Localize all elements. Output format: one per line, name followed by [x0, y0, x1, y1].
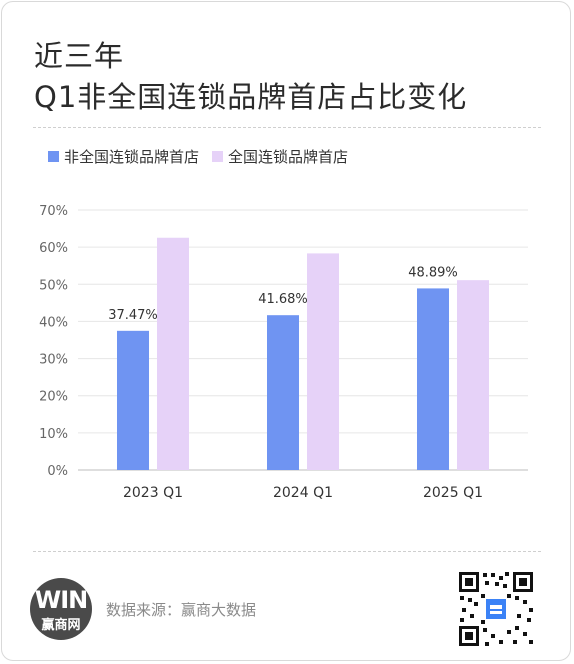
title-line-2: Q1非全国连锁品牌首店占比变化 [34, 80, 468, 114]
bar-national [157, 237, 189, 470]
title-divider [33, 127, 541, 128]
legend-label-national: 全国连锁品牌首店 [228, 148, 349, 166]
x-tick-label: 2025 Q1 [423, 485, 483, 501]
data-label: 48.89% [408, 265, 458, 280]
x-tick-label: 2024 Q1 [273, 485, 333, 501]
logo: WIN 赢商网 [30, 578, 92, 640]
data-label: 41.68% [258, 292, 308, 307]
footer-divider [33, 551, 541, 552]
bar-national [307, 253, 339, 470]
chart-title: 近三年 Q1非全国连锁品牌首店占比变化 [34, 36, 467, 118]
y-tick-label: 70% [39, 204, 68, 219]
y-tick-label: 10% [39, 427, 68, 442]
y-tick-label: 50% [39, 278, 68, 293]
bar-non-national [267, 315, 299, 470]
bar-national [457, 280, 489, 470]
legend: 非全国连锁品牌首店 全国连锁品牌首店 [48, 146, 361, 167]
x-tick-label: 2023 Q1 [123, 485, 183, 501]
data-label: 37.47% [108, 308, 158, 323]
legend-swatch-non-national [48, 151, 59, 162]
logo-mark: WIN [34, 586, 89, 614]
legend-swatch-national [212, 151, 224, 162]
data-source: 数据来源：赢商大数据 [106, 601, 257, 619]
legend-item-non-national: 非全国连锁品牌首店 [48, 146, 199, 167]
y-tick-label: 60% [39, 241, 68, 256]
legend-item-national: 全国连锁品牌首店 [212, 146, 348, 167]
bar-non-national [417, 288, 449, 470]
legend-label-non-national: 非全国连锁品牌首店 [64, 148, 200, 166]
y-tick-label: 20% [39, 390, 68, 405]
y-tick-label: 40% [39, 315, 68, 330]
title-line-1: 近三年 [34, 39, 125, 73]
y-tick-label: 30% [39, 353, 68, 368]
qr-code-icon [457, 570, 535, 648]
y-tick-label: 0% [47, 464, 68, 479]
logo-text: 赢商网 [41, 618, 81, 633]
bar-non-national [117, 330, 149, 470]
